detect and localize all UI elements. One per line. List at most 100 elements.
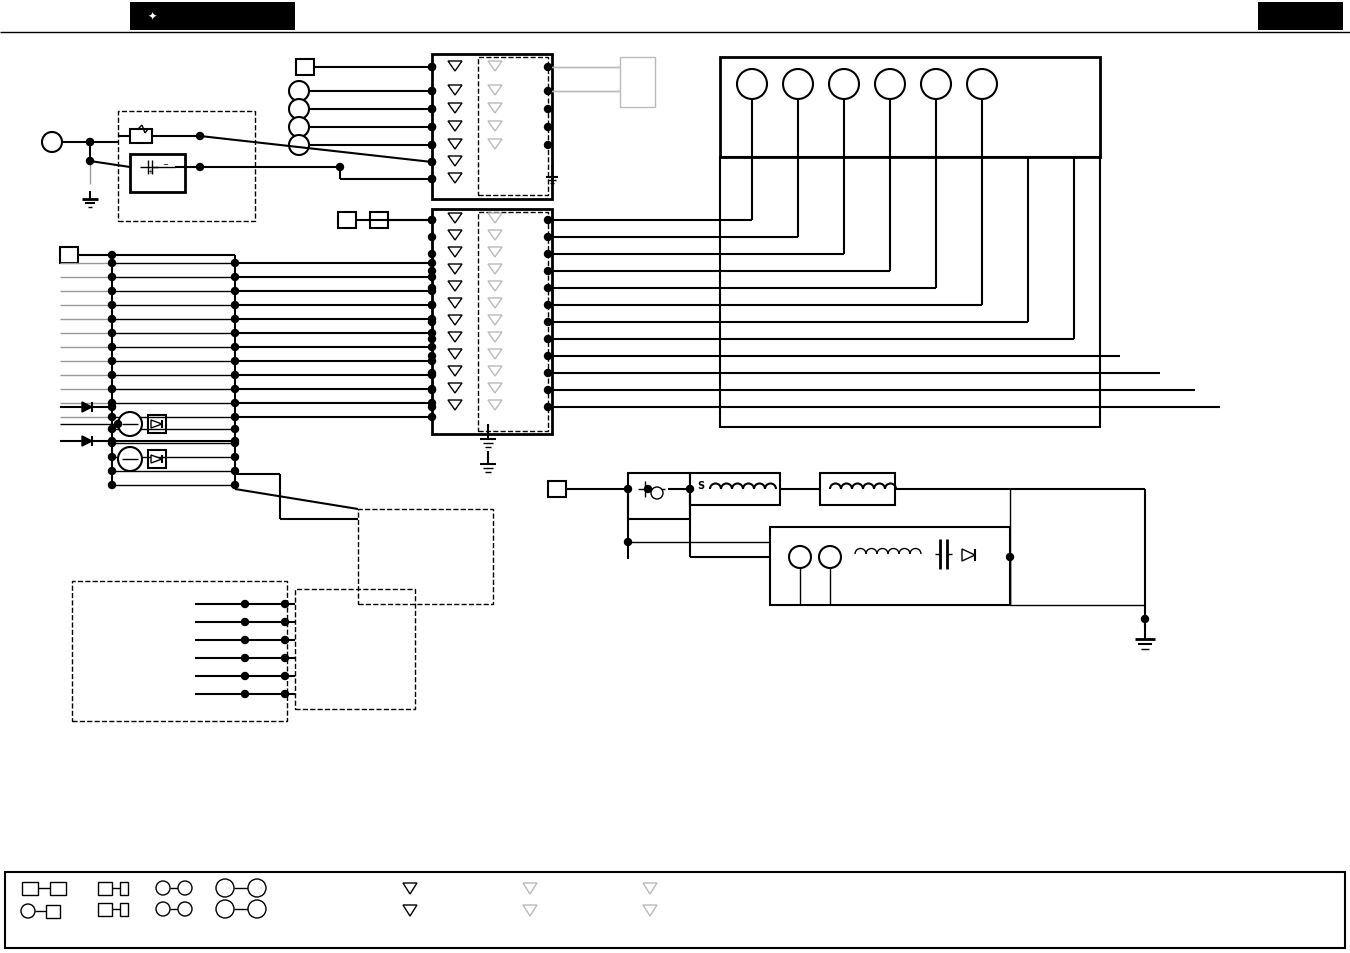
Circle shape — [231, 386, 239, 393]
Circle shape — [242, 673, 248, 679]
Circle shape — [644, 486, 652, 493]
Circle shape — [231, 330, 239, 337]
Bar — [432, 210, 552, 435]
Polygon shape — [487, 231, 502, 241]
Circle shape — [108, 482, 116, 489]
Circle shape — [108, 253, 116, 259]
Circle shape — [108, 330, 116, 337]
Circle shape — [428, 89, 436, 95]
Polygon shape — [448, 298, 462, 309]
Circle shape — [428, 302, 436, 309]
Polygon shape — [448, 104, 462, 113]
Polygon shape — [487, 62, 502, 71]
Bar — [296, 60, 315, 76]
Polygon shape — [487, 86, 502, 96]
Circle shape — [231, 414, 239, 421]
Bar — [1258, 3, 1343, 30]
Text: ✦: ✦ — [147, 12, 157, 22]
Circle shape — [428, 336, 436, 343]
Circle shape — [108, 316, 116, 323]
Circle shape — [428, 217, 436, 224]
Circle shape — [231, 400, 239, 407]
Circle shape — [108, 440, 116, 447]
Circle shape — [42, 132, 62, 152]
Polygon shape — [404, 883, 417, 894]
Polygon shape — [448, 231, 462, 241]
Polygon shape — [487, 400, 502, 411]
Circle shape — [248, 900, 266, 918]
Circle shape — [231, 316, 239, 323]
Circle shape — [242, 637, 248, 644]
Bar — [117, 112, 255, 222]
Circle shape — [544, 89, 552, 95]
Circle shape — [108, 468, 116, 475]
Circle shape — [428, 370, 436, 377]
Polygon shape — [487, 122, 502, 132]
Text: S: S — [697, 480, 705, 491]
Circle shape — [544, 234, 552, 241]
Circle shape — [231, 302, 239, 309]
Circle shape — [108, 302, 116, 309]
Circle shape — [544, 217, 552, 224]
Polygon shape — [487, 248, 502, 257]
Circle shape — [428, 344, 436, 351]
Circle shape — [108, 288, 116, 295]
Bar — [296, 589, 414, 709]
Circle shape — [544, 319, 552, 326]
Circle shape — [428, 414, 436, 421]
Bar — [1258, 3, 1343, 30]
Circle shape — [289, 136, 309, 156]
Polygon shape — [448, 350, 462, 359]
Circle shape — [428, 252, 436, 258]
Circle shape — [819, 546, 841, 568]
Polygon shape — [643, 883, 657, 894]
Circle shape — [428, 260, 436, 267]
Bar — [148, 416, 166, 434]
Circle shape — [428, 400, 436, 407]
Circle shape — [108, 344, 116, 351]
Circle shape — [289, 100, 309, 120]
Circle shape — [687, 486, 694, 493]
Polygon shape — [487, 384, 502, 394]
Bar — [148, 451, 166, 469]
Polygon shape — [522, 883, 537, 894]
Circle shape — [428, 159, 436, 167]
Bar — [720, 158, 1100, 428]
Circle shape — [242, 601, 248, 608]
Circle shape — [428, 176, 436, 183]
Bar — [690, 474, 780, 505]
Circle shape — [231, 274, 239, 281]
Circle shape — [428, 288, 436, 295]
Circle shape — [428, 142, 436, 150]
Circle shape — [282, 673, 289, 679]
Circle shape — [428, 358, 436, 365]
Circle shape — [242, 691, 248, 698]
Polygon shape — [448, 248, 462, 257]
Circle shape — [108, 414, 116, 421]
Polygon shape — [487, 213, 502, 224]
Circle shape — [115, 421, 122, 428]
Polygon shape — [448, 367, 462, 376]
Circle shape — [428, 316, 436, 323]
Polygon shape — [151, 420, 162, 429]
Text: −: − — [162, 162, 167, 168]
Circle shape — [108, 426, 116, 433]
Polygon shape — [448, 333, 462, 343]
Circle shape — [117, 413, 142, 436]
Text: +: + — [147, 169, 153, 174]
Polygon shape — [522, 905, 537, 916]
Circle shape — [428, 386, 436, 393]
Polygon shape — [448, 140, 462, 150]
Bar — [72, 581, 288, 721]
Bar — [22, 882, 38, 895]
Circle shape — [231, 358, 239, 365]
Polygon shape — [963, 550, 975, 561]
Circle shape — [22, 904, 35, 918]
Circle shape — [544, 302, 552, 309]
Circle shape — [86, 139, 93, 147]
Circle shape — [197, 164, 204, 172]
Circle shape — [231, 440, 239, 447]
Circle shape — [242, 618, 248, 626]
Polygon shape — [448, 173, 462, 184]
Circle shape — [231, 454, 239, 461]
